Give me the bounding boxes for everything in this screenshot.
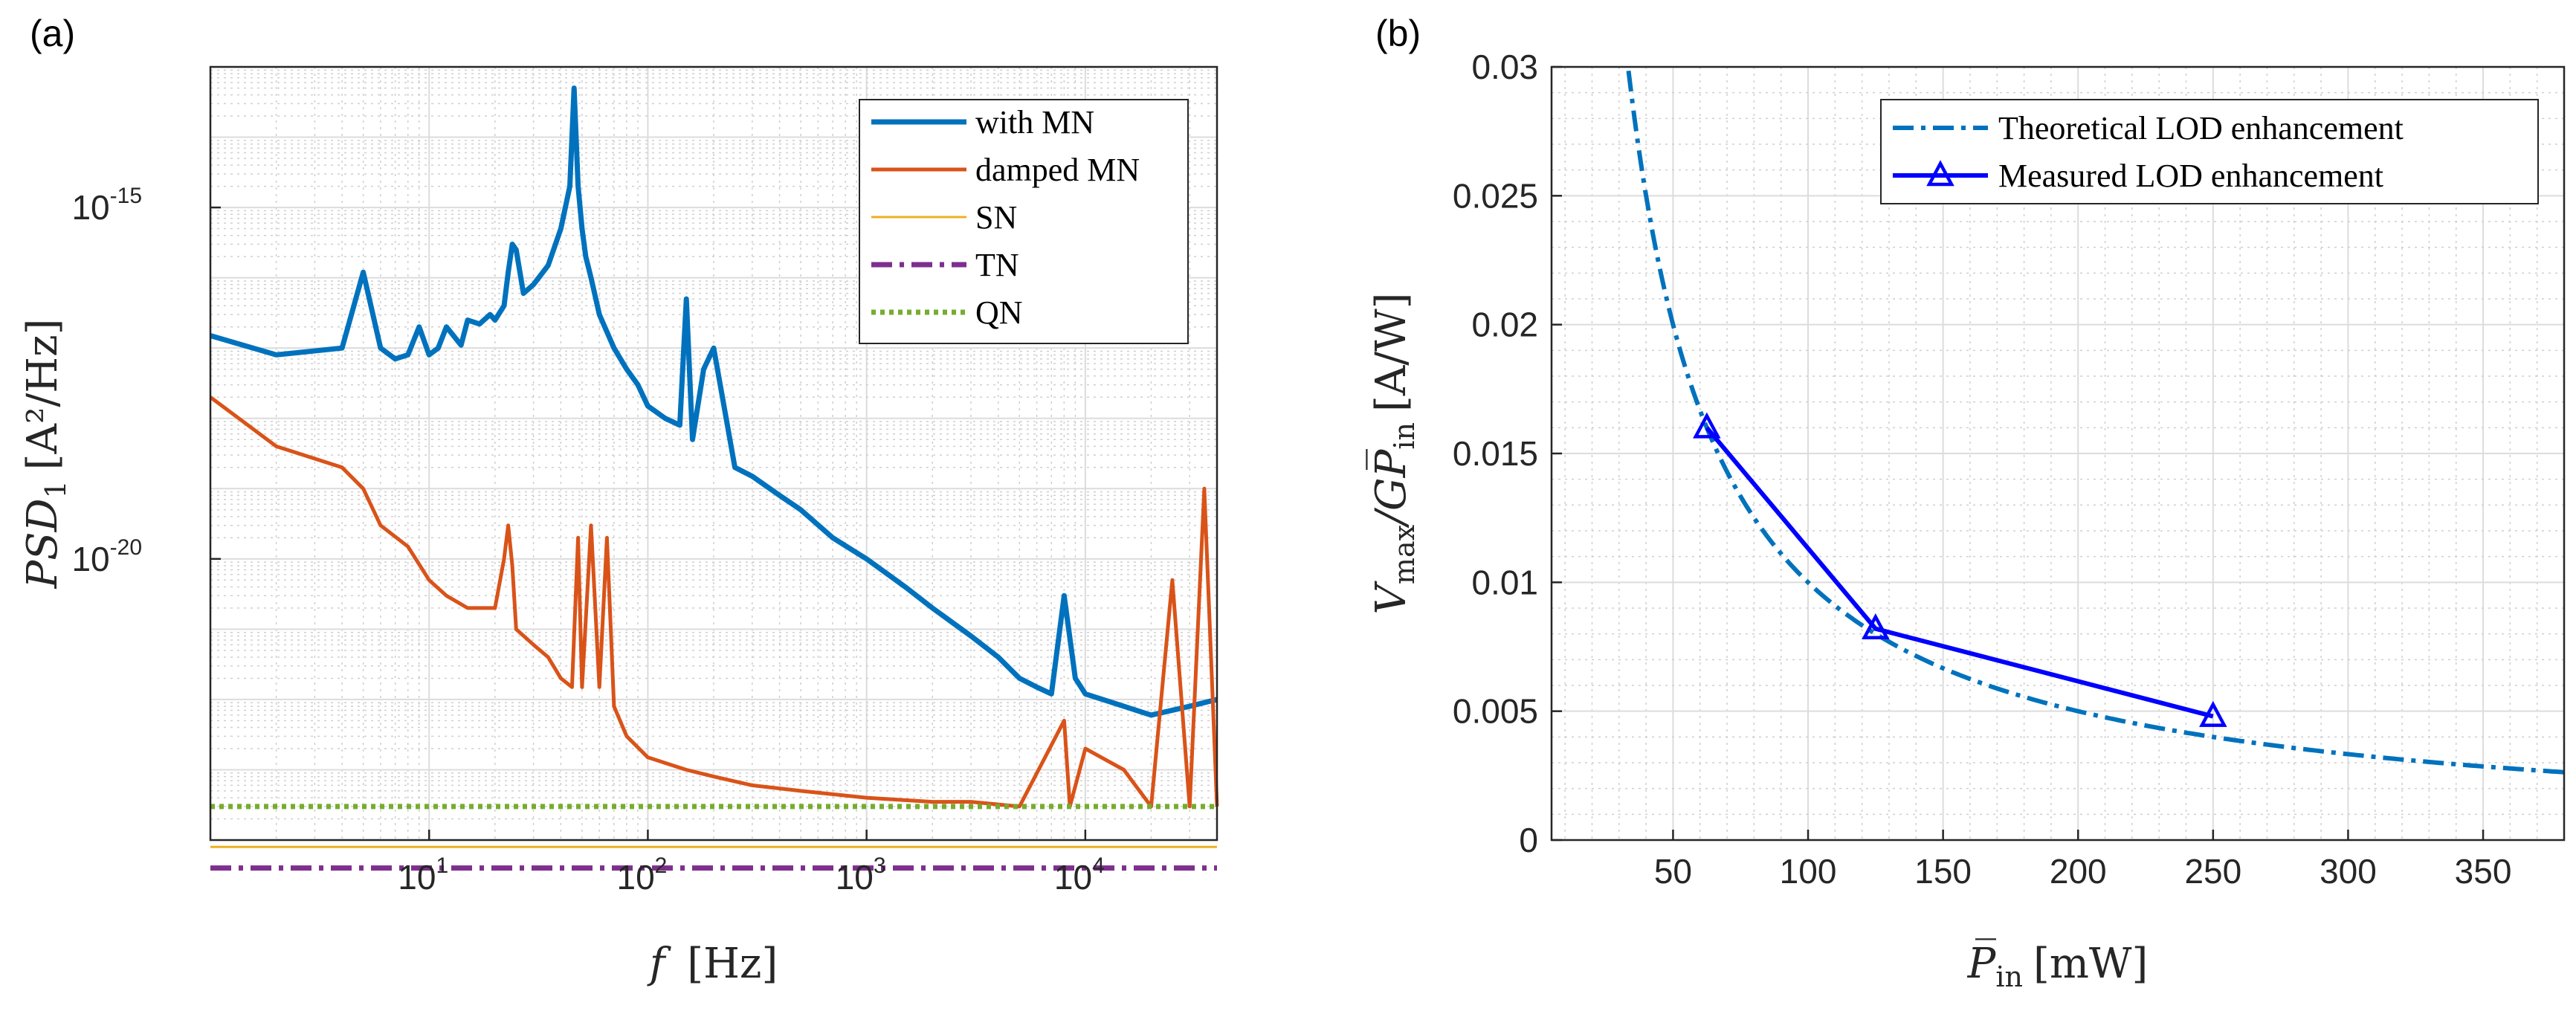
panel-a-legend-label: with MN	[975, 104, 1094, 141]
panel-a-x-ticks: 101 102 103 104	[398, 830, 1105, 897]
panel-a-legend-label: QN	[975, 294, 1023, 331]
panel-b-label: (b)	[1375, 13, 1421, 54]
panel-b-x-tick-label: 150	[1914, 852, 1972, 891]
panel-a-grid	[210, 66, 1218, 841]
panel-b-x-unit: [mW]	[2033, 940, 2148, 988]
panel-b-y-var: V	[1367, 581, 1415, 615]
panel-b-y-tick-label: 0.02	[1471, 306, 1538, 344]
panel-b-x-axis-label: P̅in [mW]	[1967, 938, 2149, 993]
panel-b-legend-label: Theoretical LOD enhancement	[1998, 110, 2404, 146]
panel-a-y-unit: [A²/Hz]	[19, 319, 67, 471]
panel-a-y-tick-label: 10-15	[71, 184, 142, 227]
panel-a-x-tick-label: 101	[398, 853, 448, 897]
panel-a-label: (a)	[30, 13, 75, 54]
panel-b-measured-point	[2199, 700, 2227, 727]
panel-b-chart: 50 100 150 200 250 300 350 0 0.005 0.01 0.015 0.02…	[1366, 48, 2566, 993]
panel-a-axes-box	[209, 65, 1218, 842]
panel-a-y-ticks: 10-15 10-20	[71, 184, 221, 578]
panel-b-series	[1626, 70, 2565, 775]
panel-a-y-var: PSD	[19, 499, 67, 590]
panel-b-y-ticks: 0 0.005 0.01 0.015 0.02 0.025 0.03	[1453, 48, 1562, 859]
panel-b-x-tick-label: 200	[2050, 852, 2107, 891]
panel-a-x-tick-label: 104	[1054, 853, 1105, 897]
panel-b-x-ticks: 50 100 150 200 250 300 350	[1654, 830, 2512, 891]
svg-text:PSD1[A²/Hz]: PSD1 [A²/Hz]	[19, 319, 72, 590]
panel-b-legend-label: Measured LOD enhancement	[1998, 158, 2383, 194]
panel-a-x-unit: [Hz]	[687, 940, 778, 988]
panel-b-y-tick-label: 0.015	[1453, 434, 1538, 473]
panel-a-legend-box	[859, 99, 1189, 344]
panel-b-y-mid: /GP̅	[1366, 448, 1415, 529]
panel-b-measured-point	[1862, 613, 1890, 639]
panel-b-x-tick-label: 300	[2320, 852, 2377, 891]
panel-b-legend-marker	[1926, 160, 1954, 187]
panel-b-legend: Theoretical LOD enhancement Measured LOD …	[1880, 99, 2539, 204]
panel-a-chart: 101 102 103 104 10-15 10-20 f [Hz] PSD1 [A²/H…	[19, 65, 1219, 988]
panel-a-series	[209, 85, 1219, 871]
panel-a-y-sub: 1	[39, 480, 72, 498]
panel-b-x-sub: in	[1995, 960, 2023, 993]
panel-b-x-var: P̅	[1967, 938, 1997, 988]
panel-b-series-theoretical	[1626, 70, 2565, 775]
panel-a-legend: with MN damped MN SN TN QN	[859, 99, 1189, 344]
panel-b-y-tick-label: 0.005	[1453, 692, 1538, 731]
panel-b-y-tick-label: 0.03	[1471, 48, 1538, 86]
panel-b-measured-point	[1693, 412, 1721, 439]
panel-a-x-var: f	[647, 940, 672, 988]
panel-b-x-tick-label: 50	[1654, 852, 1692, 891]
panel-b-y-sub: max	[1388, 525, 1421, 584]
panel-b-y-axis-label: Vmax/GP̅in [A/W]	[1366, 292, 1421, 614]
panel-a-legend-label: damped MN	[975, 152, 1140, 188]
panel-b-legend-box	[1880, 99, 2539, 204]
panel-b-x-tick-label: 250	[2184, 852, 2241, 891]
panel-b-series-measured	[1705, 426, 2214, 719]
panel-b-x-tick-label: 350	[2455, 852, 2512, 891]
panel-b-y-tick-label: 0.025	[1453, 176, 1538, 215]
panel-a-legend-label: TN	[975, 247, 1019, 283]
panel-a-x-tick-label: 102	[617, 853, 668, 897]
panel-b-y-sub2: in	[1388, 422, 1421, 450]
panel-a-x-axis-label: f [Hz]	[647, 940, 778, 988]
panel-a-y-axis-label: PSD1 [A²/Hz]	[19, 319, 72, 590]
svg-text:Vmax/GP̅in[A/W]: Vmax/GP̅in [A/W]	[1366, 292, 1421, 614]
panel-a-legend-label: SN	[975, 199, 1017, 236]
panel-b-y-unit: [A/W]	[1367, 292, 1415, 412]
panel-a-y-tick-label: 10-20	[71, 535, 142, 578]
panel-a-x-tick-label: 103	[836, 853, 886, 897]
panel-a-series-with-mn	[210, 85, 1218, 718]
panel-b-x-tick-label: 100	[1780, 852, 1837, 891]
panel-b-y-tick-label: 0	[1519, 821, 1538, 859]
panel-b-y-tick-label: 0.01	[1471, 563, 1538, 601]
